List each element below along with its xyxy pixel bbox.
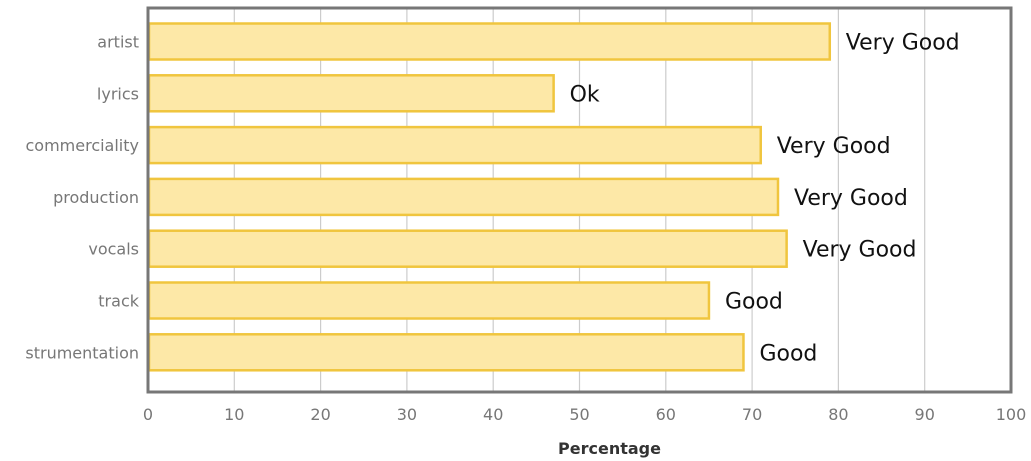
category-label-vocals: vocals: [88, 240, 139, 259]
x-tick-labels: 0 10 20 30 40 50 60 70 80 90 100: [143, 405, 1026, 424]
bar-label-artist: Very Good: [846, 31, 960, 56]
bar-lyrics: [147, 74, 555, 113]
bar-value-labels: Very Good Ok Very Good Very Good Very Good Go…: [570, 31, 960, 367]
category-label-commerciality: commerciality: [25, 136, 139, 155]
category-label-lyrics: lyrics: [97, 84, 139, 103]
x-tick-label: 20: [310, 405, 330, 424]
bar-label-lyrics: Ok: [570, 82, 600, 107]
x-tick-label: 70: [742, 405, 762, 424]
bar-label-commerciality: Very Good: [777, 134, 891, 159]
x-tick-label: 60: [656, 405, 676, 424]
bar-track: [147, 281, 711, 320]
bar-strumentation: [147, 333, 745, 372]
category-labels: artist lyrics commerciality production vocal…: [25, 33, 139, 363]
x-tick-label: 10: [224, 405, 244, 424]
bar-label-strumentation: Good: [759, 341, 817, 366]
plot-frame: [146, 6, 1013, 394]
x-axis-title: Percentage: [558, 439, 661, 458]
x-tick-label: 100: [996, 405, 1027, 424]
x-tick-label: 80: [828, 405, 848, 424]
category-label-production: production: [53, 188, 139, 207]
bar-artist: [147, 22, 832, 61]
x-tick-label: 30: [397, 405, 417, 424]
x-tick-label: 0: [143, 405, 153, 424]
category-label-strumentation: strumentation: [25, 343, 139, 362]
bar-label-vocals: Very Good: [803, 238, 917, 263]
bar-production: [147, 177, 780, 217]
bars: [147, 22, 832, 372]
x-tick-label: 40: [483, 405, 503, 424]
x-tick-label: 50: [569, 405, 589, 424]
bar-commerciality: [147, 125, 762, 165]
bar-vocals: [147, 229, 788, 268]
x-tick-label: 90: [915, 405, 935, 424]
category-label-track: track: [98, 292, 139, 311]
category-label-artist: artist: [97, 33, 139, 52]
bar-label-track: Good: [725, 290, 783, 315]
bar-label-production: Very Good: [794, 186, 908, 211]
